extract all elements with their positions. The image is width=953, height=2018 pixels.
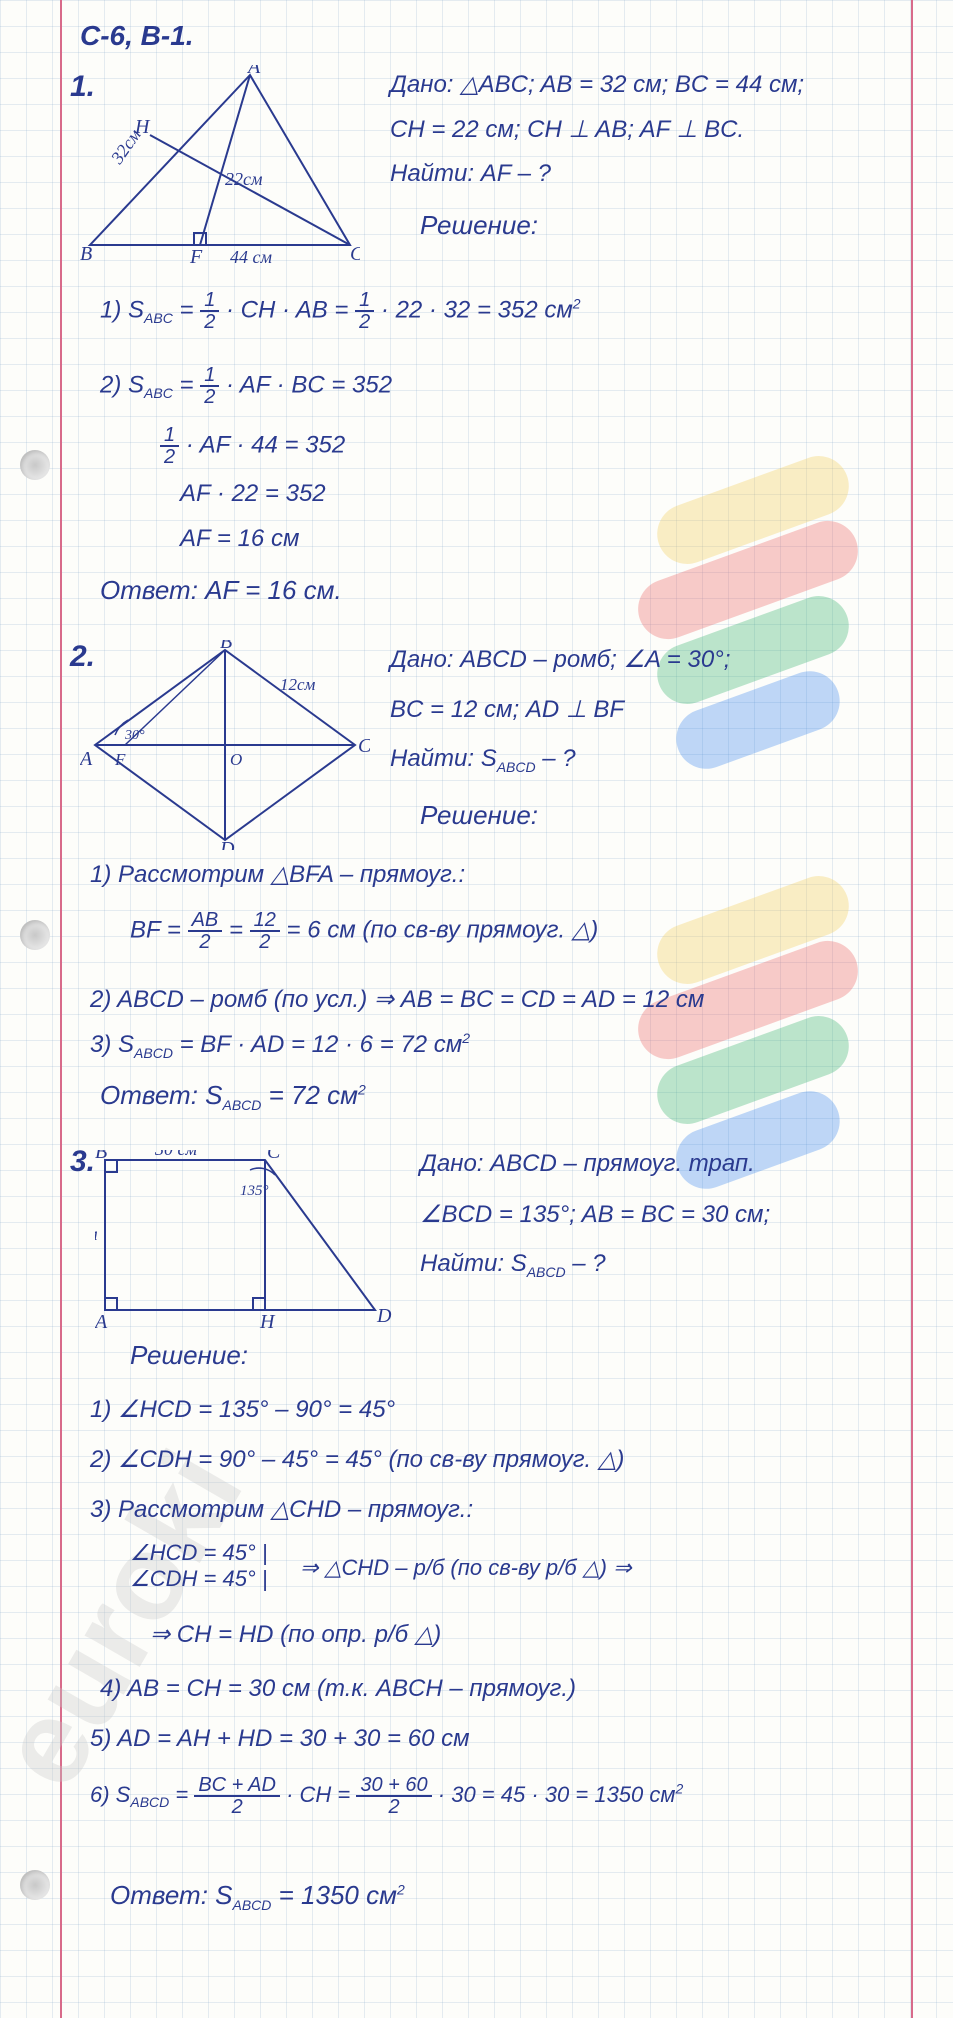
solution-step: 1) ∠HCD = 135° – 90° = 45° [90,1395,395,1424]
punch-hole [20,920,50,950]
length-label: 22см [225,169,263,189]
diagram-rhombus: A B C D O F 30° 12см [80,640,370,850]
vertex-label: A [246,65,261,78]
solution-step: 3) SABCD = BF · AD = 12 · 6 = 72 см2 [90,1030,470,1061]
solution-step: 1) SABC = 12 · CH · AB = 12 · 22 · 32 = … [100,290,581,332]
given-line: BC = 12 см; AD ⊥ BF [390,695,624,724]
vertex-label: O [230,750,242,769]
solution-step: AF · 22 = 352 [180,480,326,508]
given-line: Дано: ABCD – ромб; ∠A = 30°; [390,645,730,674]
given-line: Найти: SABCD – ? [420,1250,606,1280]
given-line: Дано: ABCD – прямоуг. трап. [420,1150,755,1178]
vertex-label: F [114,750,126,769]
solution-step: 2) ABCD – ромб (по усл.) ⇒ AB = BC = CD … [90,985,704,1014]
vertex-label: B [80,243,92,265]
solution-step: ⇒ △CHD – р/б (по св-ву р/б △) ⇒ [300,1555,632,1581]
solution-step: 4) AB = CH = 30 см (т.к. ABCH – прямоуг.… [100,1675,576,1703]
given-line: Найти: SABCD – ? [390,745,576,775]
vertex-label: C [358,735,370,757]
solution-step: BF = AB2 = 122 = 6 см (по св-ву прямоуг.… [130,910,598,952]
vertex-label: A [80,748,93,770]
solution-step: 5) AD = AH + HD = 30 + 30 = 60 см [90,1725,470,1753]
given-line: Найти: AF – ? [390,160,551,188]
length-label: 12см [280,675,316,694]
solution-step: 6) SABCD = BC + AD2 · CH = 30 + 602 · 30… [90,1775,683,1817]
answer-line: Ответ: AF = 16 см. [100,575,342,606]
solution-header: Решение: [420,210,538,241]
left-margin-line [60,0,62,2018]
vertex-label: B [95,1150,107,1163]
right-margin-line [911,0,913,2018]
length-label: 30 см [154,1150,197,1159]
vertex-label: A [95,1311,108,1330]
solution-step: 1) Рассмотрим △BFA – прямоуг.: [90,860,465,889]
punch-hole [20,1870,50,1900]
solution-step: ∠HCD = 45° |∠CDH = 45° | [130,1540,268,1592]
length-label: 30см [95,1224,98,1244]
answer-line: Ответ: SABCD = 1350 см2 [110,1880,405,1913]
solution-step: 12 · AF · 44 = 352 [160,425,345,467]
vertex-label: F [189,246,203,265]
vertex-label: B [220,640,232,653]
solution-step: 3) Рассмотрим △CHD – прямоуг.: [90,1495,473,1524]
vertex-label: C [350,243,360,265]
problem-number: 3. [70,1145,95,1179]
angle-label: 30° [124,728,145,743]
solution-step: 2) ∠CDH = 90° – 45° = 45° (по св-ву прям… [90,1445,624,1474]
vertex-label: C [267,1150,281,1163]
angle-label: 135° [240,1183,269,1199]
worksheet-header: С-6, В-1. [80,20,194,52]
answer-line: Ответ: SABCD = 72 см2 [100,1080,366,1113]
vertex-label: H [259,1311,276,1330]
given-line: CH = 22 см; CH ⊥ AB; AF ⊥ BC. [390,115,744,144]
punch-hole [20,450,50,480]
solution-step: ⇒ CH = HD (по опр. р/б △) [150,1620,441,1649]
vertex-label: D [376,1305,392,1327]
solution-header: Решение: [420,800,538,831]
given-line: Дано: △ABC; AB = 32 см; BC = 44 см; [390,70,804,99]
solution-step: 2) SABC = 12 · AF · BC = 352 [100,365,392,407]
diagram-triangle: A B C F H 32см 22см 44 см [80,65,360,265]
solution-header: Решение: [130,1340,248,1371]
length-label: 44 см [230,247,272,265]
vertex-label: D [219,838,235,850]
diagram-trapezoid: A B C D H 30 см 30см 135° [95,1150,395,1330]
solution-step: AF = 16 см [180,525,299,553]
given-line: ∠BCD = 135°; AB = BC = 30 см; [420,1200,770,1229]
